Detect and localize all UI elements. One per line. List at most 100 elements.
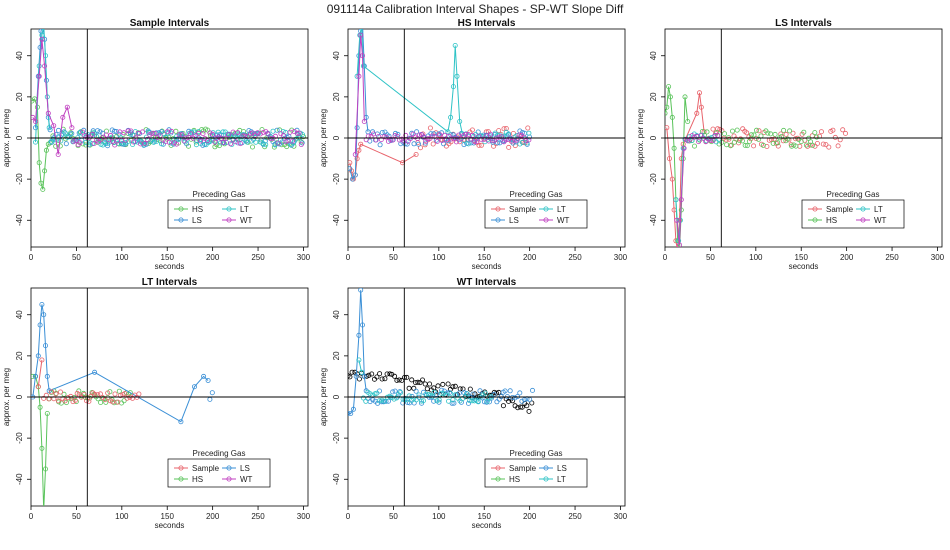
data-point: [729, 142, 735, 148]
data-point: [779, 133, 785, 139]
data-point: [478, 142, 484, 148]
data-point: [359, 322, 365, 328]
y-tick-label: 0: [332, 135, 341, 140]
data-point: [64, 134, 70, 140]
data-point: [33, 373, 39, 379]
data-point: [112, 142, 118, 148]
data-point: [268, 136, 274, 142]
legend-swatch-marker: [178, 465, 184, 471]
data-point: [43, 147, 49, 153]
data-point: [525, 125, 531, 131]
data-point: [770, 140, 776, 146]
data-point: [35, 384, 41, 390]
x-axis-label: seconds: [472, 262, 502, 271]
data-point: [434, 398, 440, 404]
data-point: [92, 391, 98, 397]
data-point: [392, 373, 398, 379]
data-point: [57, 143, 63, 149]
data-point: [453, 139, 459, 145]
legend-entry-label: Sample: [826, 205, 854, 214]
data-point: [501, 126, 507, 132]
data-point: [405, 399, 411, 405]
data-point: [669, 114, 675, 120]
data-point: [370, 131, 376, 137]
data-point: [481, 399, 487, 405]
y-axis-label: approx. per meg: [319, 368, 328, 426]
data-point: [207, 138, 213, 144]
data-point: [780, 138, 786, 144]
data-point: [36, 73, 42, 79]
data-point: [84, 398, 90, 404]
data-point: [667, 156, 673, 162]
panel-title: LT Intervals: [142, 277, 198, 288]
data-point: [135, 130, 141, 136]
data-point: [681, 145, 687, 151]
data-point: [360, 63, 366, 69]
data-point: [260, 141, 266, 147]
data-point: [772, 131, 778, 137]
data-point: [781, 127, 787, 133]
data-point: [448, 136, 454, 142]
data-point: [363, 398, 369, 404]
data-point: [826, 144, 832, 150]
series-wt: [674, 132, 721, 247]
data-point: [807, 142, 813, 148]
legend-swatch-marker: [812, 217, 818, 223]
data-point: [64, 104, 70, 110]
data-point: [476, 142, 482, 148]
y-tick-label: 20: [332, 351, 341, 360]
data-point: [377, 142, 383, 148]
data-point: [519, 129, 525, 135]
data-point: [111, 128, 117, 134]
data-point: [181, 138, 187, 144]
x-tick-label: 250: [568, 512, 582, 521]
legend-entry-label: LT: [240, 205, 249, 214]
data-point: [434, 138, 440, 144]
data-point: [125, 138, 131, 144]
data-point: [416, 141, 422, 147]
legend-swatch-marker: [226, 476, 232, 482]
data-point: [427, 125, 433, 131]
data-point: [152, 130, 158, 136]
data-point: [235, 130, 241, 136]
data-point: [143, 134, 149, 140]
legend-swatch-marker: [178, 206, 184, 212]
data-point: [692, 143, 698, 149]
data-point: [36, 160, 42, 166]
data-point: [257, 131, 263, 137]
data-point: [677, 242, 682, 247]
data-point: [39, 445, 45, 451]
data-point: [358, 141, 364, 147]
data-point: [801, 129, 807, 135]
data-point: [470, 391, 476, 397]
data-point: [270, 128, 276, 134]
data-point: [209, 390, 215, 396]
data-point: [178, 419, 184, 425]
data-point: [348, 374, 353, 380]
data-point: [481, 136, 487, 142]
data-point: [92, 369, 98, 375]
data-point: [151, 138, 157, 144]
data-point: [356, 147, 362, 153]
data-point: [467, 398, 473, 404]
legend-entry-label: LS: [557, 464, 567, 473]
x-tick-label: 200: [523, 512, 537, 521]
x-tick-label: 50: [72, 512, 81, 521]
series-hs: [665, 84, 820, 247]
x-axis-label: seconds: [472, 521, 502, 530]
data-point: [40, 186, 46, 192]
data-point: [674, 217, 680, 223]
data-point: [102, 397, 108, 403]
legend-box: [484, 199, 588, 229]
data-point: [517, 390, 523, 396]
data-point: [719, 139, 725, 145]
data-point: [419, 377, 425, 383]
legend-box: [167, 458, 271, 488]
data-point: [102, 139, 108, 145]
data-point: [519, 404, 525, 410]
data-point: [496, 128, 502, 134]
data-point: [436, 397, 442, 403]
data-point: [474, 138, 480, 144]
